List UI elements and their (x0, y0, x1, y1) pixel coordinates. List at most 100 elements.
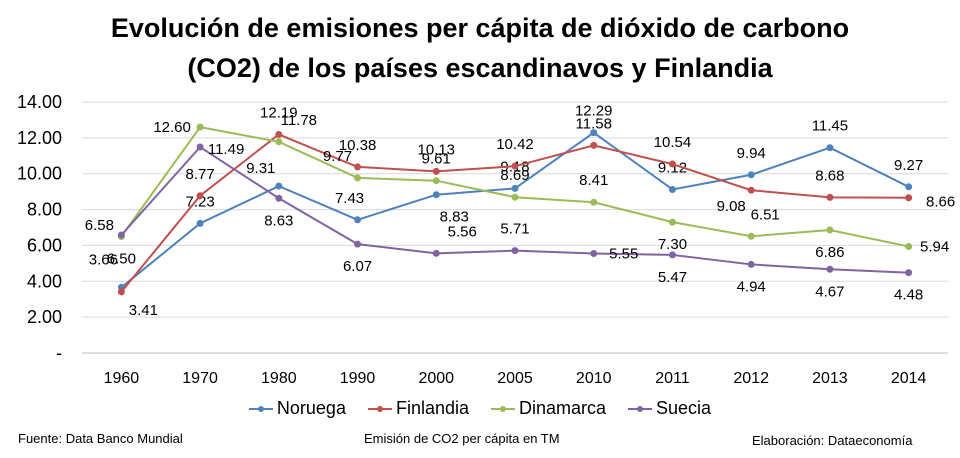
data-point (117, 231, 125, 239)
data-label: 11.58 (576, 115, 612, 132)
y-tick-label: - (56, 343, 62, 363)
data-label: 9.77 (323, 148, 352, 165)
data-point (511, 193, 519, 201)
legend-label: Dinamarca (519, 398, 607, 418)
data-label: 9.27 (894, 157, 923, 174)
y-tick-label: 10.00 (17, 164, 62, 184)
data-label: 3.66 (89, 251, 118, 268)
unit-note: Emisión de CO2 per cápita en TM (364, 431, 560, 446)
credit-note: Elaboración: Dataeconomía (752, 433, 913, 448)
data-label: 5.47 (658, 269, 687, 286)
x-tick-label: 2000 (418, 370, 454, 387)
x-tick-label: 2011 (655, 370, 690, 387)
data-point (668, 160, 676, 168)
y-tick-label: 8.00 (27, 200, 62, 220)
data-label: 8.69 (500, 167, 529, 184)
data-point (275, 130, 283, 138)
data-label: 8.63 (264, 212, 293, 229)
data-label: 9.08 (717, 198, 746, 215)
data-label: 10.13 (417, 141, 455, 158)
data-label: 6.50 (107, 250, 136, 267)
data-point (511, 162, 519, 170)
legend-item-suecia: Suecia (628, 398, 711, 419)
data-label: 12.29 (575, 103, 613, 120)
data-label: 4.67 (815, 283, 844, 300)
data-label: 5.56 (448, 223, 477, 240)
legend-swatch (491, 403, 515, 415)
x-tick-label: 2005 (497, 370, 533, 387)
chart-title-line-1: Evolución de emisiones per cápita de dió… (110, 13, 850, 43)
data-label: 8.83 (440, 209, 469, 226)
y-tick-label: 4.00 (27, 271, 62, 291)
data-point (432, 191, 440, 199)
data-point (196, 192, 204, 200)
x-tick-label: 2012 (733, 370, 769, 387)
data-point (196, 123, 204, 131)
data-point (590, 141, 598, 149)
data-label: 4.94 (737, 278, 766, 295)
data-point (826, 144, 834, 152)
data-label: 6.58 (85, 217, 114, 234)
data-label: 3.41 (129, 302, 158, 319)
data-point (826, 265, 834, 273)
data-point (275, 194, 283, 202)
chart-title-line-2: (CO2) de los países escandinavos y Finla… (187, 53, 773, 83)
data-label: 4.48 (894, 287, 923, 304)
x-tick-label: 1990 (340, 370, 376, 387)
data-point (668, 185, 676, 193)
chart-title: Evolución de emisiones per cápita de dió… (0, 8, 960, 88)
data-point (826, 193, 834, 201)
legend-item-noruega: Noruega (248, 398, 346, 419)
data-point (747, 171, 755, 179)
x-tick-label: 2013 (812, 370, 848, 387)
data-label: 10.38 (339, 137, 377, 154)
data-label: 6.07 (343, 258, 372, 275)
data-point (668, 251, 676, 259)
data-label: 9.94 (737, 145, 766, 162)
data-label: 9.12 (658, 159, 687, 176)
data-label: 11.49 (208, 141, 244, 158)
data-label: 12.19 (260, 104, 298, 121)
source-note: Fuente: Data Banco Mundial (18, 431, 183, 446)
data-label: 8.77 (185, 166, 214, 183)
legend: Noruega Finlandia Dinamarca Suecia (0, 398, 960, 419)
legend-swatch (628, 403, 653, 415)
legend-item-dinamarca: Dinamarca (491, 398, 606, 419)
data-point (905, 194, 913, 202)
data-label: 12.60 (153, 119, 191, 136)
data-point (432, 167, 440, 175)
data-label: 11.45 (812, 118, 848, 135)
data-label: 8.66 (926, 194, 955, 211)
x-tick-label: 1980 (261, 370, 297, 387)
data-point (196, 143, 204, 151)
data-label: 7.30 (658, 236, 687, 253)
data-point (747, 186, 755, 194)
data-point (826, 226, 834, 234)
data-point (905, 243, 913, 251)
data-point (196, 219, 204, 227)
data-point (511, 184, 519, 192)
data-point (354, 163, 362, 171)
data-point (590, 198, 598, 206)
data-label: 8.41 (579, 172, 608, 189)
data-point (275, 138, 283, 146)
data-label: 5.71 (500, 221, 529, 238)
data-point (432, 249, 440, 257)
x-tick-label: 2014 (891, 370, 927, 387)
data-point (590, 129, 598, 137)
x-tick-label: 1960 (104, 370, 140, 387)
data-point (354, 240, 362, 248)
data-point (747, 232, 755, 240)
data-label: 6.86 (815, 244, 844, 261)
data-point (511, 247, 519, 255)
y-tick-label: 12.00 (17, 128, 62, 148)
legend-label: Suecia (656, 398, 712, 418)
legend-swatch (248, 403, 273, 415)
data-point (905, 269, 913, 277)
y-tick-label: 6.00 (27, 235, 62, 255)
legend-item-finlandia: Finlandia (367, 398, 469, 419)
data-point (668, 218, 676, 226)
data-label: 5.55 (609, 245, 638, 262)
